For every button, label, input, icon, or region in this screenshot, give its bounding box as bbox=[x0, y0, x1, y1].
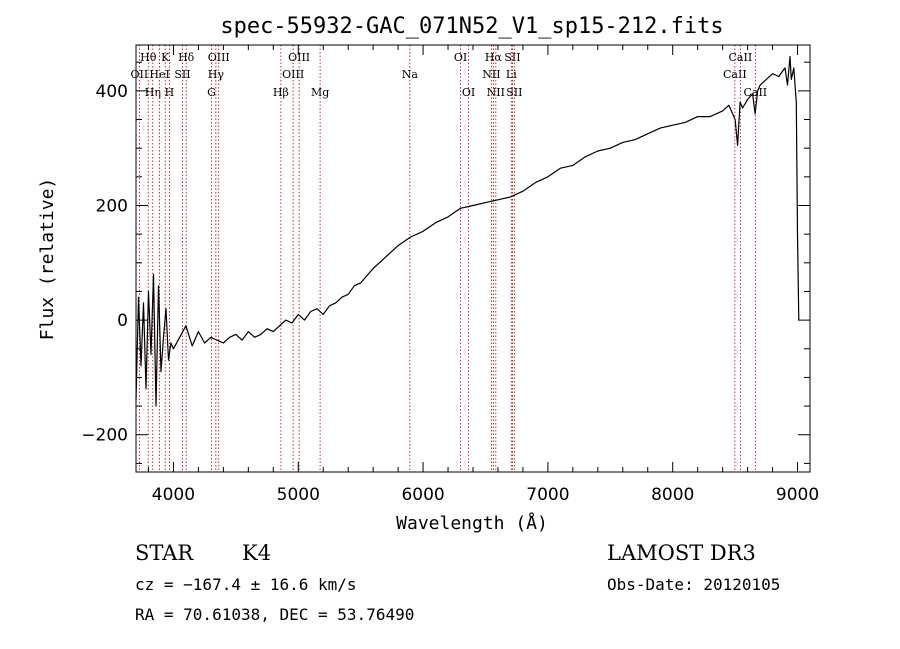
line-marker-label: G bbox=[207, 86, 216, 99]
line-marker-label: OIII bbox=[208, 51, 230, 64]
x-axis-label: Wavelength (Å) bbox=[396, 512, 548, 534]
line-marker-label: CaII bbox=[723, 68, 747, 81]
line-marker-label: Hη bbox=[145, 86, 161, 99]
line-marker-label: H bbox=[165, 86, 175, 99]
line-marker-label: OI bbox=[462, 86, 475, 99]
line-marker-label: NII bbox=[487, 86, 505, 99]
line-marker-label: OIII bbox=[288, 51, 310, 64]
line-marker-label: SII bbox=[504, 51, 520, 64]
line-marker-label: Hβ bbox=[273, 86, 289, 99]
obs-date: Obs-Date: 20120105 bbox=[607, 575, 780, 594]
x-tick-label: 7000 bbox=[526, 485, 569, 505]
x-tick-label: 9000 bbox=[776, 485, 819, 505]
line-marker-label: Na bbox=[402, 68, 419, 81]
x-tick-label: 4000 bbox=[152, 485, 195, 505]
y-tick-label: 400 bbox=[96, 82, 128, 102]
line-marker-label: Hδ bbox=[178, 51, 195, 64]
object-class: STAR bbox=[135, 541, 194, 565]
line-marker-label: CaII bbox=[743, 86, 767, 99]
line-marker-label: SII bbox=[506, 86, 522, 99]
coordinates: RA = 70.61038, DEC = 53.76490 bbox=[135, 605, 414, 624]
y-axis: −200 0 200 400 bbox=[81, 61, 810, 464]
series-layer bbox=[135, 55, 800, 407]
x-axis: 4000 5000 6000 7000 8000 9000 bbox=[147, 45, 819, 505]
line-marker-label: Mg bbox=[311, 86, 329, 99]
line-marker-label: K bbox=[161, 51, 170, 64]
spectrum-line-flux bbox=[135, 55, 800, 407]
y-tick-label: 200 bbox=[96, 196, 128, 216]
plot-frame bbox=[135, 44, 811, 473]
redshift-cz: cz = −167.4 ± 16.6 km/s bbox=[135, 575, 357, 594]
line-marker-label: Hγ bbox=[208, 68, 225, 81]
line-marker-label: OIII bbox=[282, 68, 304, 81]
line-marker-label: SII bbox=[174, 68, 190, 81]
line-marker-label: OII bbox=[131, 68, 149, 81]
x-tick-label: 5000 bbox=[277, 485, 320, 505]
y-axis-label: Flux (relative) bbox=[37, 178, 58, 341]
line-marker-label: CaII bbox=[729, 51, 753, 64]
line-marker-label: Hθ bbox=[140, 51, 157, 64]
y-tick-label: 0 bbox=[117, 311, 128, 331]
object-subclass: K4 bbox=[242, 541, 271, 565]
line-marker-label: Li bbox=[506, 68, 517, 81]
survey-name: LAMOST DR3 bbox=[607, 541, 756, 565]
line-markers: OII Hθ Hη HeI K H SII Hδ G Hγ OIII Hβ OIII OIII Mg Na OI… bbox=[131, 45, 767, 472]
x-tick-label: 8000 bbox=[651, 485, 694, 505]
chart-title: spec-55932-GAC_071N52_V1_sp15-212.fits bbox=[220, 14, 723, 39]
line-marker-label: NII bbox=[482, 68, 500, 81]
y-tick-label: −200 bbox=[81, 426, 128, 446]
line-marker-label: OI bbox=[454, 51, 467, 64]
line-marker-label: Hα bbox=[485, 51, 503, 64]
line-marker-label: HeI bbox=[149, 68, 169, 81]
x-tick-label: 6000 bbox=[401, 485, 444, 505]
